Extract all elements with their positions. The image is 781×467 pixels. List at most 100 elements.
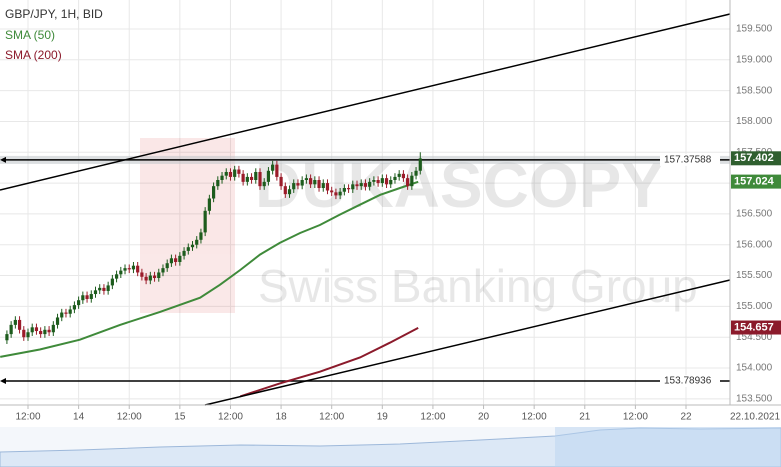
candle-body: [211, 186, 216, 199]
x-tick-label: 21: [579, 412, 591, 423]
axes: 153.500 154.000 154.500 155.000 155.500 156.0…: [15, 24, 781, 423]
y-tick-label: 154.500: [736, 332, 773, 343]
price-tag-label: 157.402: [734, 152, 774, 164]
y-tick-label: 154.000: [736, 363, 773, 374]
trend-line: [204, 279, 731, 406]
navigator-window[interactable]: [555, 427, 781, 467]
candle-body: [351, 184, 355, 190]
watermark-subtext: Swiss Banking Group: [258, 260, 698, 312]
level-label-bg: [660, 374, 720, 387]
candle-body: [72, 305, 77, 310]
candle-body: [114, 274, 119, 279]
candle-body: [169, 258, 174, 264]
candle-body: [98, 287, 102, 291]
candle-body: [401, 173, 406, 179]
candle-body: [283, 186, 287, 195]
price-tag-label: 154.657: [734, 321, 774, 333]
candle-body: [55, 317, 60, 325]
candle-body: [51, 324, 55, 333]
candle-body: [182, 250, 186, 256]
candle-body: [157, 272, 161, 279]
candle-body: [300, 180, 304, 186]
candle-body: [292, 183, 296, 190]
candle-body: [26, 332, 30, 338]
candle-body: [89, 294, 93, 299]
candle-body: [384, 178, 389, 185]
price-tag: [731, 151, 781, 166]
candle-body: [68, 309, 72, 314]
candle-body: [195, 239, 199, 245]
chart-title: GBP/JPY, 1H, BID: [5, 7, 103, 21]
x-tick-label: 12:00: [522, 412, 547, 423]
candle-body: [418, 158, 422, 171]
y-tick-label: 158.000: [736, 116, 773, 127]
date-label: 22.10.2021: [730, 412, 780, 423]
candle-body: [372, 180, 376, 182]
plot: 157.37588 153.78936: [0, 152, 730, 398]
candle-body: [330, 190, 334, 193]
candle-body: [397, 173, 401, 177]
y-tick-label: 155.500: [736, 270, 773, 281]
candle-body: [148, 275, 152, 281]
level-label: 153.78936: [664, 376, 712, 387]
candle-body: [178, 255, 182, 262]
candle-body: [346, 188, 351, 190]
candle-body: [47, 329, 51, 333]
candle-body: [5, 334, 9, 341]
candle-body: [406, 178, 410, 187]
candle-body: [64, 312, 68, 314]
candle-body: [43, 329, 47, 335]
level-arrow: [0, 156, 6, 163]
candle-body: [203, 210, 207, 233]
price-axis: [730, 0, 781, 405]
candle-body: [216, 180, 220, 187]
candle-body: [9, 324, 13, 335]
candle-body: [161, 268, 165, 273]
x-tick-label: 12:00: [420, 412, 445, 423]
candle-body: [334, 192, 338, 196]
candle-body: [380, 178, 384, 184]
candle-body: [275, 164, 279, 177]
candle-body: [376, 180, 380, 184]
y-tick-label: 158.500: [736, 85, 773, 96]
candle-body: [85, 295, 89, 299]
candle-body: [245, 176, 249, 182]
level-label-bg: [660, 153, 720, 166]
candle-body: [39, 331, 43, 335]
candle-body: [359, 183, 363, 187]
candle-body: [393, 176, 397, 180]
candle-body: [93, 290, 98, 295]
x-tick-label: 20: [478, 412, 490, 423]
x-tick-label: 12:00: [218, 412, 243, 423]
candle-body: [233, 169, 237, 177]
candle-body: [228, 171, 233, 177]
candle-body: [258, 171, 262, 187]
candle-body: [254, 171, 258, 180]
x-tick-label: 12:00: [117, 412, 142, 423]
candle-body: [266, 170, 271, 182]
candle-body: [34, 327, 39, 332]
legend-entry: SMA (50): [5, 28, 55, 42]
candle-body: [77, 300, 81, 306]
candle-body: [342, 188, 346, 192]
y-tick-label: 153.500: [736, 393, 773, 404]
candle-body: [220, 175, 224, 180]
candle-body: [414, 170, 418, 176]
x-tick-label: 19: [377, 412, 389, 423]
x-tick-label: 22: [680, 412, 692, 423]
y-tick-label: 155.000: [736, 301, 773, 312]
candle-body: [389, 180, 393, 185]
watermark-logo: [140, 138, 235, 313]
candle-body: [186, 247, 190, 251]
candle-body: [237, 169, 241, 174]
candle-body: [60, 312, 64, 318]
x-tick-label: 12:00: [15, 412, 40, 423]
level-arrow: [0, 377, 6, 384]
candle-body: [81, 295, 85, 301]
candle-body: [224, 171, 228, 176]
candle-body: [165, 263, 169, 269]
candle-body: [144, 276, 148, 281]
x-tick-label: 14: [73, 412, 85, 423]
